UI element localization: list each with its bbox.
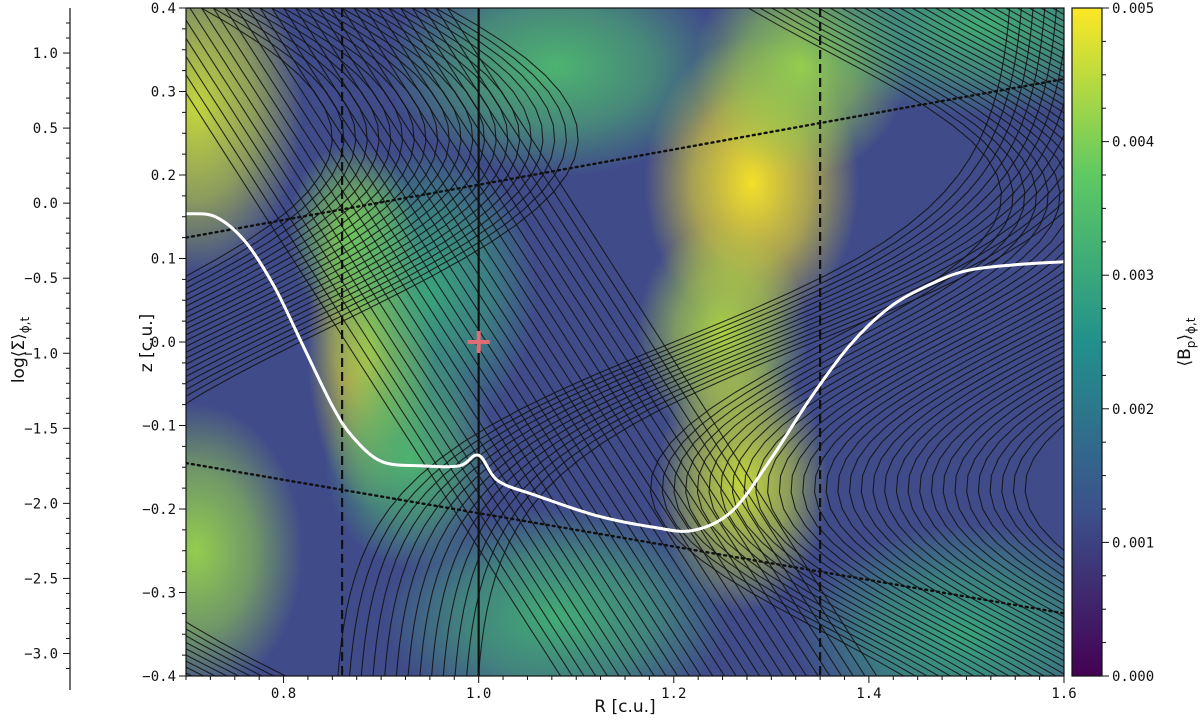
y-axis-label: z [c.u.] [137, 314, 157, 373]
colorbar-gradient [1072, 8, 1102, 676]
left-tick-label: −1.0 [24, 346, 58, 362]
x-axis-label: R [c.u.] [594, 697, 655, 717]
left-tick-label: −2.0 [24, 496, 58, 512]
left-tick-label: −3.0 [24, 646, 58, 662]
colorbar-tick-label: 0.004 [1112, 135, 1154, 151]
x-tick-label: 1.6 [1051, 686, 1076, 702]
x-tick-label: 1.4 [856, 686, 881, 702]
left-axis-label: log⟨Σ⟩ϕ,t [9, 317, 32, 384]
colorbar-label: ⟨Bp⟩ϕ,t [1175, 317, 1198, 366]
colorbar-tick-label: 0.000 [1112, 669, 1154, 685]
y-tick-label: −0.3 [142, 586, 176, 602]
y-tick-label: 0.4 [151, 1, 176, 17]
colorbar-tick-label: 0.003 [1112, 268, 1154, 284]
colorbar-tick-label: 0.001 [1112, 535, 1154, 551]
y-tick-label: 0.1 [151, 252, 176, 268]
left-tick-label: −2.5 [24, 571, 58, 587]
colorbar-label-sub-p: p [1184, 341, 1198, 349]
y-tick-label: −0.1 [142, 419, 176, 435]
left-tick-label: −1.5 [24, 421, 58, 437]
colorbar-tick-label: 0.002 [1112, 402, 1154, 418]
colorbar-label-main: ⟨B [1175, 348, 1195, 366]
x-tick-label: 1.0 [466, 686, 491, 702]
left-axis: 1.0 0.5 0.0 −0.5 −1.0 −1.5 −2.0 −2.5 −3.0 [24, 8, 70, 690]
left-tick-label: 1.0 [33, 46, 58, 62]
colorbar: 0.000 0.001 0.002 0.003 0.004 0.005 [1072, 1, 1154, 685]
colorbar-tick-label: 0.005 [1112, 1, 1154, 17]
colorbar-label-sub-phi: ϕ,t [1184, 317, 1198, 334]
y-tick-label: 0.3 [151, 85, 176, 101]
left-tick-label: −0.5 [24, 271, 58, 287]
y-tick-label: −0.2 [142, 502, 176, 518]
left-axis-label-sub: ϕ,t [18, 317, 32, 334]
left-tick-label: 0.0 [33, 196, 58, 212]
colorbar-label-close: ⟩ [1175, 334, 1195, 341]
y-tick-label: 0.2 [151, 168, 176, 184]
x-tick-label: 1.2 [661, 686, 686, 702]
left-axis-label-main: log⟨Σ⟩ [9, 333, 29, 383]
y-tick-label: −0.4 [142, 669, 176, 685]
left-tick-label: 0.5 [33, 121, 58, 137]
x-tick-label: 0.8 [271, 686, 296, 702]
